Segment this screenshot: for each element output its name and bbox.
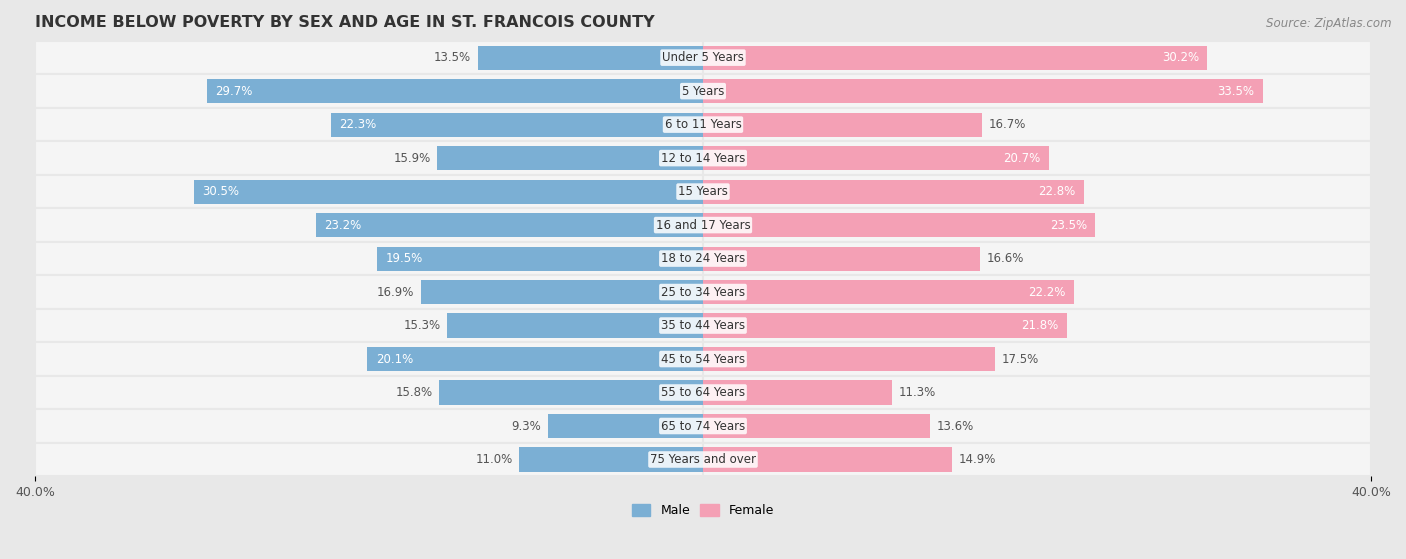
Bar: [35, 443, 1371, 476]
Bar: [439, 381, 703, 405]
Text: 18 to 24 Years: 18 to 24 Years: [661, 252, 745, 265]
Text: 15 Years: 15 Years: [678, 185, 728, 198]
Text: 20.7%: 20.7%: [1002, 151, 1040, 164]
Bar: [478, 46, 703, 70]
Bar: [703, 314, 1067, 338]
Bar: [35, 242, 1371, 276]
Bar: [194, 179, 703, 203]
Bar: [703, 179, 1084, 203]
Bar: [703, 46, 1208, 70]
Text: 9.3%: 9.3%: [512, 419, 541, 433]
Bar: [35, 342, 1371, 376]
Text: INCOME BELOW POVERTY BY SEX AND AGE IN ST. FRANCOIS COUNTY: INCOME BELOW POVERTY BY SEX AND AGE IN S…: [35, 15, 655, 30]
Text: 13.5%: 13.5%: [433, 51, 471, 64]
Bar: [548, 414, 703, 438]
Text: 17.5%: 17.5%: [1002, 353, 1039, 366]
Text: 29.7%: 29.7%: [215, 84, 253, 98]
Text: 23.5%: 23.5%: [1050, 219, 1087, 231]
Bar: [703, 146, 1049, 170]
Text: 11.3%: 11.3%: [898, 386, 935, 399]
Bar: [703, 381, 891, 405]
Legend: Male, Female: Male, Female: [627, 499, 779, 522]
Text: 12 to 14 Years: 12 to 14 Years: [661, 151, 745, 164]
Bar: [703, 414, 931, 438]
Bar: [367, 347, 703, 371]
Bar: [703, 280, 1074, 304]
Text: 25 to 34 Years: 25 to 34 Years: [661, 286, 745, 299]
Text: 45 to 54 Years: 45 to 54 Years: [661, 353, 745, 366]
Text: 35 to 44 Years: 35 to 44 Years: [661, 319, 745, 332]
Bar: [519, 447, 703, 472]
Text: 15.3%: 15.3%: [404, 319, 441, 332]
Bar: [703, 112, 981, 136]
Text: 33.5%: 33.5%: [1218, 84, 1254, 98]
Bar: [377, 247, 703, 271]
Text: 30.2%: 30.2%: [1161, 51, 1199, 64]
Text: 16.9%: 16.9%: [377, 286, 413, 299]
Text: 75 Years and over: 75 Years and over: [650, 453, 756, 466]
Text: 21.8%: 21.8%: [1022, 319, 1059, 332]
Bar: [35, 175, 1371, 209]
Bar: [703, 79, 1263, 103]
Bar: [35, 108, 1371, 141]
Bar: [315, 213, 703, 237]
Bar: [35, 376, 1371, 409]
Bar: [35, 409, 1371, 443]
Bar: [703, 247, 980, 271]
Bar: [703, 213, 1095, 237]
Text: 15.9%: 15.9%: [394, 151, 430, 164]
Bar: [35, 41, 1371, 74]
Text: 19.5%: 19.5%: [385, 252, 423, 265]
Bar: [35, 276, 1371, 309]
Text: Source: ZipAtlas.com: Source: ZipAtlas.com: [1267, 17, 1392, 30]
Bar: [437, 146, 703, 170]
Text: 16.6%: 16.6%: [987, 252, 1025, 265]
Bar: [35, 309, 1371, 342]
Bar: [447, 314, 703, 338]
Text: 23.2%: 23.2%: [323, 219, 361, 231]
Text: 22.2%: 22.2%: [1028, 286, 1066, 299]
Text: 55 to 64 Years: 55 to 64 Years: [661, 386, 745, 399]
Bar: [420, 280, 703, 304]
Text: Under 5 Years: Under 5 Years: [662, 51, 744, 64]
Bar: [330, 112, 703, 136]
Text: 6 to 11 Years: 6 to 11 Years: [665, 118, 741, 131]
Text: 65 to 74 Years: 65 to 74 Years: [661, 419, 745, 433]
Bar: [207, 79, 703, 103]
Bar: [703, 347, 995, 371]
Bar: [35, 209, 1371, 242]
Text: 5 Years: 5 Years: [682, 84, 724, 98]
Bar: [35, 74, 1371, 108]
Text: 15.8%: 15.8%: [395, 386, 433, 399]
Text: 14.9%: 14.9%: [959, 453, 995, 466]
Text: 16.7%: 16.7%: [988, 118, 1026, 131]
Text: 30.5%: 30.5%: [202, 185, 239, 198]
Text: 16 and 17 Years: 16 and 17 Years: [655, 219, 751, 231]
Text: 22.3%: 22.3%: [339, 118, 377, 131]
Text: 13.6%: 13.6%: [936, 419, 974, 433]
Text: 20.1%: 20.1%: [375, 353, 413, 366]
Text: 11.0%: 11.0%: [475, 453, 513, 466]
Bar: [35, 141, 1371, 175]
Text: 22.8%: 22.8%: [1038, 185, 1076, 198]
Bar: [703, 447, 952, 472]
